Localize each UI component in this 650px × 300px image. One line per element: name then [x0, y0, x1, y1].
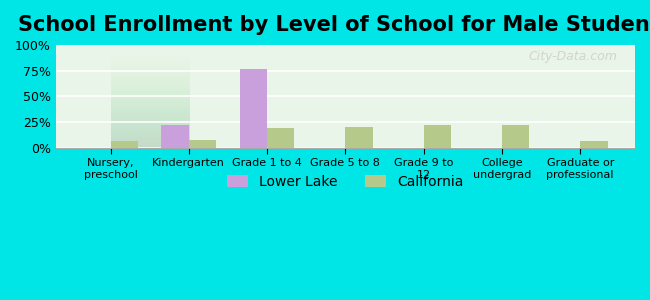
Bar [161, 125, 188, 148]
Bar [188, 140, 216, 148]
Bar [267, 128, 294, 148]
Title: School Enrollment by Level of School for Male Students: School Enrollment by Level of School for… [18, 15, 650, 35]
Legend: Lower Lake, California: Lower Lake, California [222, 169, 469, 194]
Bar [111, 141, 138, 148]
Text: City-Data.com: City-Data.com [528, 50, 618, 63]
Bar [580, 141, 608, 148]
Bar [424, 125, 451, 148]
Bar [345, 127, 372, 148]
Bar [240, 69, 267, 148]
Bar [502, 125, 529, 148]
